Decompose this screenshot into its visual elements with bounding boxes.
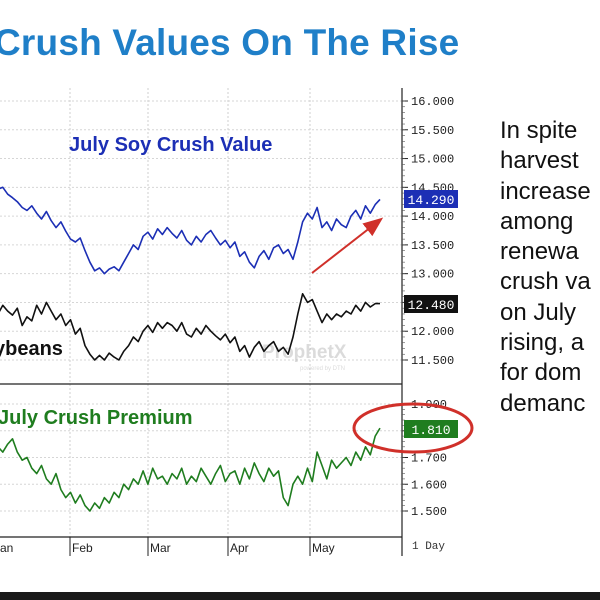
watermark: ProphetX powered by DTN <box>262 342 347 372</box>
lower-chart-title: July Crush Premium <box>0 407 193 429</box>
lower-panel-grid <box>0 403 402 512</box>
body-line: harvest <box>500 147 579 175</box>
x-axis-footer: 1 Day <box>412 541 445 553</box>
highlight-circle <box>352 402 474 454</box>
soybeans-label: ybeans <box>0 338 63 360</box>
upper-chart-title: July Soy Crush Value <box>69 134 272 156</box>
body-line: increase <box>500 177 591 205</box>
y-tick-label: 11.500 <box>411 354 454 368</box>
body-line: for dom <box>500 359 582 387</box>
last-value-crush: 14.290 <box>408 193 455 208</box>
y-tick-label: 1.500 <box>411 505 447 519</box>
y-tick-label: 14.000 <box>411 210 454 224</box>
x-tick-label: Mar <box>150 541 171 555</box>
slide-title: Crush Values On The Rise <box>0 22 460 63</box>
last-value-premium: 1.810 <box>411 423 450 438</box>
body-line: renewa <box>500 238 579 266</box>
y-tick-label: 15.500 <box>411 124 454 138</box>
upper-y-ticks: 16.00015.50015.00014.50014.00013.50013.0… <box>402 95 454 368</box>
soybeans-line <box>0 292 380 361</box>
series-lines <box>0 186 381 512</box>
x-tick-label: Feb <box>72 541 93 555</box>
last-value-tag-crush: 14.290 <box>404 190 458 208</box>
last-value-tag-soybeans: 12.480 <box>404 295 458 313</box>
last-value-soybeans: 12.480 <box>408 298 455 313</box>
y-tick-label: 16.000 <box>411 95 454 109</box>
y-tick-label: 12.000 <box>411 325 454 339</box>
crush-value-line <box>0 186 381 275</box>
upper-panel-grid <box>0 88 402 537</box>
y-tick-label: 1.600 <box>411 478 447 492</box>
last-value-tag-premium: 1.810 <box>404 420 458 438</box>
body-line: In spite <box>500 117 578 144</box>
x-tick-label: an <box>0 541 13 555</box>
body-line: among <box>500 207 574 235</box>
body-line: on July <box>500 298 577 326</box>
trend-arrow-line <box>311 217 384 274</box>
trend-arrow <box>311 217 384 274</box>
body-line: rising, a <box>500 329 585 357</box>
y-tick-label: 13.500 <box>411 239 454 253</box>
y-tick-label: 13.000 <box>411 268 454 282</box>
slide-body-text: In spite harvest increase among renewa c… <box>500 116 591 419</box>
watermark-sub: powered by DTN <box>300 366 345 372</box>
y-tick-label: 1.700 <box>411 452 447 466</box>
y-tick-label: 15.000 <box>411 153 454 167</box>
x-axis-ticks: an Feb Mar Apr May <box>0 537 335 556</box>
body-line: crush va <box>500 268 591 296</box>
crush-premium-line <box>0 427 381 512</box>
bottom-bar <box>0 592 600 600</box>
x-tick-label: Apr <box>230 541 249 555</box>
body-line: demanc <box>500 389 586 417</box>
x-tick-label: May <box>312 541 335 555</box>
